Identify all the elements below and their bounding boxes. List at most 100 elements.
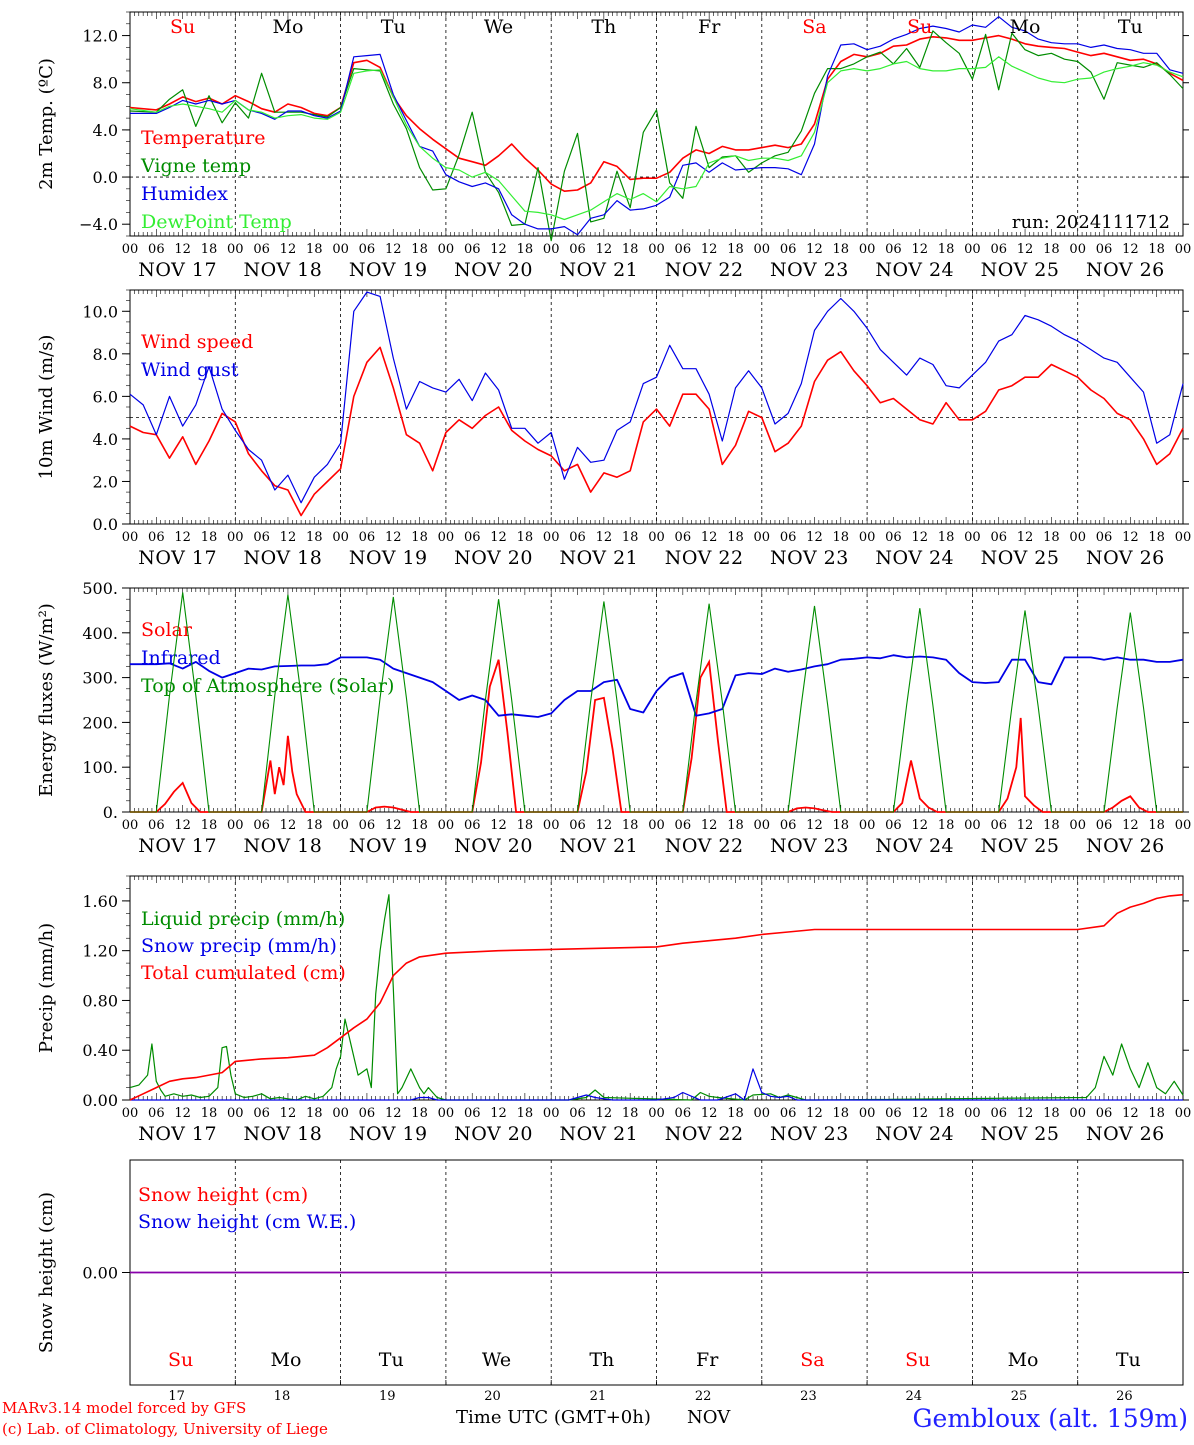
date-label: NOV 25: [981, 1123, 1060, 1145]
x-tick-label: 12: [701, 818, 718, 833]
weekday-label: Su: [168, 1349, 193, 1371]
x-tick-label: 06: [1096, 530, 1113, 545]
x-tick-label: 00: [648, 242, 665, 257]
x-tick-label: 12: [806, 242, 823, 257]
x-tick-label: 06: [569, 818, 586, 833]
x-tick-label: 18: [306, 818, 323, 833]
date-label: NOV 23: [770, 547, 849, 569]
x-tick-label: 12: [280, 530, 297, 545]
legend-entry: Liquid precip (mm/h): [141, 908, 345, 930]
x-tick-label: 12: [174, 530, 191, 545]
x-tick-label: 00: [227, 1106, 244, 1121]
x-tick-label: 06: [885, 818, 902, 833]
y-axis-title: Precip (mm/h): [36, 923, 57, 1053]
weekday-label: Fr: [696, 1349, 719, 1371]
x-tick-label: 00: [964, 530, 981, 545]
x-tick-label: 12: [701, 530, 718, 545]
y-axis-title: Snow height (cm): [36, 1192, 57, 1353]
y-tick-label: 0.00: [82, 1264, 118, 1283]
panel-temperature: −4.0 0.0 4.0 8.0 12.0 2m Temp. (ºC) Temperatur…: [36, 11, 1191, 281]
y-axis-title: 2m Temp. (ºC): [36, 58, 57, 190]
x-tick-label: 06: [1096, 1106, 1113, 1121]
x-tick-label: 00: [438, 818, 455, 833]
x-tick-label: 18: [833, 242, 850, 257]
date-label: NOV 22: [665, 259, 744, 281]
series-temperature: [129, 34, 1184, 192]
legend-entry: Temperature: [141, 127, 265, 149]
x-tick-label: 06: [569, 242, 586, 257]
weekday-label: Tu: [1118, 16, 1143, 38]
day-number-label: 24: [905, 1389, 922, 1404]
x-tick-label: 00: [964, 1106, 981, 1121]
y-tick-label: 4.0: [93, 430, 118, 449]
x-tick-label: 00: [332, 818, 349, 833]
x-tick-label: 06: [569, 1106, 586, 1121]
legend-entry: Snow height (cm): [138, 1184, 308, 1206]
day-number-label: 19: [379, 1389, 396, 1404]
x-tick-label: 18: [306, 242, 323, 257]
y-tick-label: 0.0: [93, 168, 118, 187]
x-tick-label: 00: [859, 242, 876, 257]
date-label: NOV 21: [559, 259, 638, 281]
x-tick-label: 06: [885, 242, 902, 257]
x-tick-label: 00: [648, 530, 665, 545]
x-tick-label: 00: [1069, 818, 1086, 833]
x-tick-label: 18: [622, 242, 639, 257]
x-tick-label: 06: [464, 818, 481, 833]
x-tick-label: 18: [517, 1106, 534, 1121]
x-tick-label: 18: [833, 1106, 850, 1121]
date-label: NOV 19: [349, 1123, 428, 1145]
series-top-of-atmosphere-solar: [130, 592, 1183, 813]
x-tick-label: 12: [1017, 242, 1034, 257]
x-tick-label: 00: [122, 242, 139, 257]
x-tick-label: 12: [1017, 1106, 1034, 1121]
x-tick-label: 00: [1069, 530, 1086, 545]
weekday-label: Mo: [1008, 1349, 1039, 1371]
x-tick-label: 06: [464, 1106, 481, 1121]
day-number-label: 21: [590, 1389, 607, 1404]
x-tick-label: 06: [780, 530, 797, 545]
x-tick-label: 18: [727, 1106, 744, 1121]
x-tick-label: 18: [1043, 530, 1060, 545]
x-tick-label: 12: [385, 1106, 402, 1121]
x-tick-label: 00: [438, 242, 455, 257]
date-label: NOV 22: [665, 547, 744, 569]
date-label: NOV 23: [770, 1123, 849, 1145]
day-number-label: 17: [168, 1389, 185, 1404]
weekday-label: We: [482, 1349, 511, 1371]
x-tick-label: 18: [622, 530, 639, 545]
x-tick-label: 18: [1148, 530, 1165, 545]
legend-entry: Vigne temp: [140, 155, 251, 177]
x-tick-label: 18: [306, 1106, 323, 1121]
date-label: NOV 25: [981, 547, 1060, 569]
x-tick-label: 00: [754, 818, 771, 833]
x-tick-label: 00: [122, 530, 139, 545]
x-tick-label: 18: [938, 1106, 955, 1121]
date-label: NOV 20: [454, 835, 533, 857]
x-tick-label: 12: [174, 818, 191, 833]
x-tick-label: 00: [332, 242, 349, 257]
x-tick-label: 12: [1017, 530, 1034, 545]
x-tick-label: 12: [806, 530, 823, 545]
x-tick-label: 18: [622, 818, 639, 833]
x-tick-label: 12: [490, 1106, 507, 1121]
x-tick-label: 00: [122, 1106, 139, 1121]
x-tick-label: 18: [1148, 1106, 1165, 1121]
x-tick-label: 00: [1175, 530, 1192, 545]
x-tick-label: 18: [411, 1106, 428, 1121]
x-tick-label: 00: [754, 1106, 771, 1121]
x-tick-label: 18: [622, 1106, 639, 1121]
x-tick-label: 12: [174, 242, 191, 257]
x-tick-label: 06: [148, 818, 165, 833]
y-tick-label: 0.00: [82, 1091, 118, 1110]
x-tick-label: 06: [359, 1106, 376, 1121]
x-tick-label: 00: [332, 530, 349, 545]
date-label: NOV 26: [1086, 547, 1165, 569]
x-tick-label: 12: [490, 242, 507, 257]
x-tick-label: 12: [911, 530, 928, 545]
date-label: NOV 17: [138, 259, 217, 281]
x-tick-label: 12: [385, 530, 402, 545]
x-tick-label: 18: [517, 818, 534, 833]
date-label: NOV 26: [1086, 835, 1165, 857]
